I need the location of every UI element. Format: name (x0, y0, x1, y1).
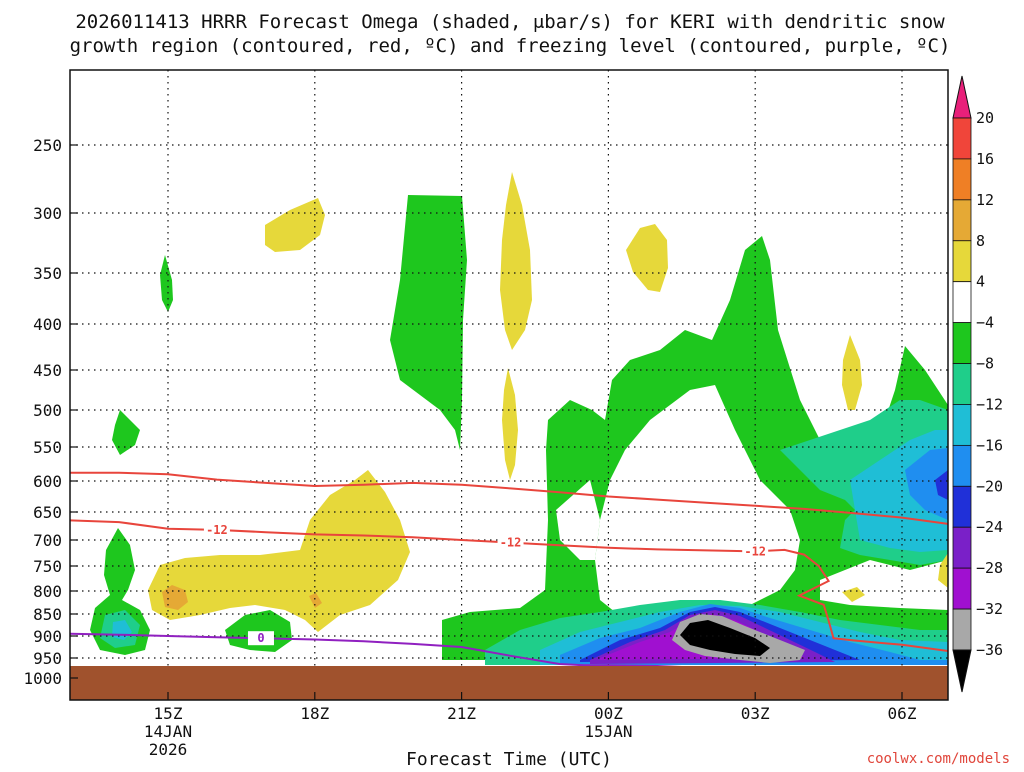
y-tick-label-250: 250 (33, 136, 62, 155)
shade-green-cell-15z-upper (160, 255, 173, 312)
y-tick-label-450: 450 (33, 361, 62, 380)
y-tick-label-850: 850 (33, 605, 62, 624)
contour-dgz_bottom (70, 519, 948, 653)
colorbar-label-4: 4 (976, 273, 985, 291)
x-tick-label-03Z: 03Z (741, 704, 770, 723)
shade-yellow-05z-small (842, 587, 865, 602)
y-tick-label-350: 350 (33, 264, 62, 283)
y-tick-label-300: 300 (33, 204, 62, 223)
colorbar-label-9: −20 (976, 477, 1003, 495)
colorbar-label-10: −24 (976, 518, 1003, 536)
x-tick-date-15Z: 14JAN (144, 722, 192, 741)
shade-green-plume-21z (390, 195, 467, 450)
contour-label-dgz_bottom-0: -12 (206, 523, 228, 537)
contour-label-bg-dgz_bottom-1 (497, 535, 524, 550)
plot-area: -12 -12 -12 0 (70, 70, 948, 700)
colorbar-segment-7 (952, 404, 972, 446)
temperature-contours: -12 -12 -12 0 (70, 471, 948, 679)
colorbar: 20 16 12 8 4 −4 −8 −12 −16 −20 −24 −28 −32 −36 (952, 75, 1003, 693)
colorbar-label-7: −12 (976, 395, 1003, 413)
contour-label-freezing_level-0: 0 (257, 631, 264, 645)
shade-green-cell-14z-mid (112, 410, 140, 455)
colorbar-label-8: −16 (976, 436, 1003, 454)
colorbar-label-0: 20 (976, 109, 994, 127)
contour-label-dgz_bottom-1: -12 (500, 536, 522, 550)
contour-label-bg-dgz_bottom-0 (203, 522, 230, 537)
colorbar-segment-5 (952, 322, 972, 364)
grid-lines (70, 70, 948, 700)
chart-title-line-1: 2026011413 HRRR Forecast Omega (shaded, … (75, 11, 945, 33)
shade-green-cell-17z (225, 610, 292, 652)
y-tick-label-1000: 1000 (23, 669, 62, 688)
x-tick-label-06Z: 06Z (888, 704, 917, 723)
contour-dgz_top (70, 471, 948, 525)
shade-navy-right (935, 470, 948, 500)
x-tick-label-21Z: 21Z (447, 704, 476, 723)
y-tick-label-800: 800 (33, 582, 62, 601)
plot-frame (69, 69, 949, 701)
y-tick-label-950: 950 (33, 649, 62, 668)
colorbar-segment-2 (952, 199, 972, 242)
shade-blue-right (905, 448, 948, 520)
y-tick-label-550: 550 (33, 438, 62, 457)
colorbar-segment-9 (952, 485, 972, 528)
colorbar-segment-8 (952, 444, 972, 487)
y-tick-label-400: 400 (33, 315, 62, 334)
x-axis-title: Forecast Time (UTC) (406, 749, 612, 768)
colorbar-label-6: −8 (976, 355, 994, 373)
colorbar-segment-12 (952, 608, 972, 651)
colorbar-label-1: 16 (976, 150, 994, 168)
colorbar-label-3: 8 (976, 232, 985, 250)
colorbar-min-arrow (952, 649, 972, 693)
colorbar-label-11: −28 (976, 559, 1003, 577)
y-tick-label-600: 600 (33, 472, 62, 491)
shade-orange-15z (162, 585, 188, 610)
shade-orange-18z (309, 593, 322, 608)
colorbar-label-2: 12 (976, 191, 994, 209)
shade-yellow-06z-edge (938, 553, 948, 588)
x-tick-date-00Z: 15JAN (584, 722, 632, 741)
contour-label-bg-dgz_bottom-2 (742, 544, 769, 559)
shade-yellow-00z (626, 224, 668, 292)
shade-yellow-lower-band (148, 470, 410, 632)
shade-yellow-22z-lower (502, 368, 518, 480)
colorbar-segment-10 (952, 526, 972, 569)
shade-yellow-22z-column (500, 172, 532, 350)
y-tick-label-700: 700 (33, 531, 62, 550)
colorbar-segment-11 (952, 567, 972, 610)
colorbar-segment-1 (952, 158, 972, 201)
contour-label-bg-freezing_level-0 (247, 631, 274, 646)
colorbar-segment-4 (952, 281, 972, 324)
contour-label-dgz_bottom-2: -12 (744, 544, 766, 558)
shade-black-core (680, 620, 770, 656)
shade-yellow-18z-upper (265, 198, 325, 252)
y-tick-label-500: 500 (33, 401, 62, 420)
shade-yellow-05z (842, 335, 862, 410)
colorbar-segment-3 (952, 240, 972, 283)
y-tick-label-750: 750 (33, 557, 62, 576)
x-tick-year-15Z: 2026 (149, 740, 188, 759)
colorbar-segment-6 (952, 363, 972, 405)
x-tick-label-00Z: 00Z (594, 704, 623, 723)
x-tick-label-15Z: 15Z (154, 704, 183, 723)
colorbar-segment-0 (952, 117, 972, 160)
shade-white-green-gap (556, 480, 600, 560)
y-tick-label-650: 650 (33, 503, 62, 522)
x-tick-label-18Z: 18Z (300, 704, 329, 723)
colorbar-label-12: −32 (976, 600, 1003, 618)
chart-title-line-2: growth region (contoured, red, ºC) and f… (70, 35, 951, 57)
credit-text: coolwx.com/models (867, 751, 1010, 767)
terrain-surface (70, 666, 948, 700)
y-axis: 250 300 350 400 450 500 550 600 650 700 750 800 850 9… (23, 136, 78, 688)
y-tick-label-900: 900 (33, 627, 62, 646)
colorbar-label-13: −36 (976, 641, 1003, 659)
colorbar-label-5: −4 (976, 314, 994, 332)
colorbar-max-arrow (952, 75, 972, 119)
